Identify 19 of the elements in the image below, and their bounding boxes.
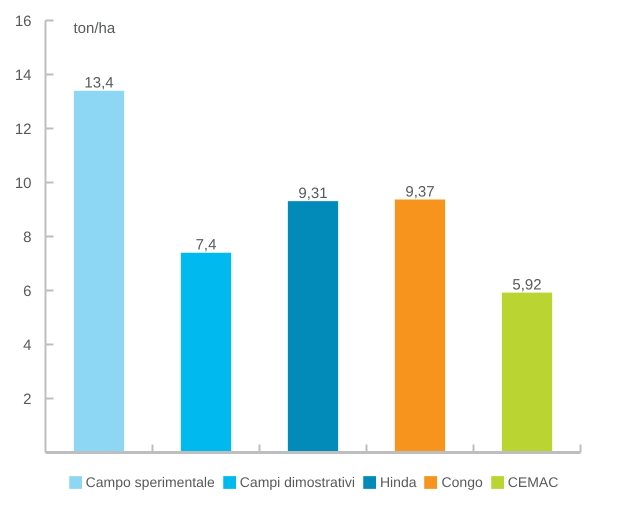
y-tick-label: 12 [14, 121, 32, 138]
y-tick-label: 14 [14, 67, 32, 84]
legend-label: CEMAC [508, 474, 558, 490]
data-label: 9,37 [405, 184, 435, 201]
legend-label: Hinda [380, 474, 417, 490]
data-label: 9,31 [298, 185, 328, 202]
y-tick-label: 16 [14, 13, 32, 30]
data-label: 7,4 [196, 236, 216, 254]
y-tick-label: 8 [23, 229, 32, 246]
y-tick-label: 10 [14, 175, 32, 192]
y-tick-label: 4 [23, 337, 32, 354]
legend-label: Congo [442, 474, 483, 490]
data-label: 13,4 [84, 74, 114, 92]
y-tick-label: 6 [23, 283, 32, 300]
data-label: 5,92 [512, 276, 542, 294]
y-tick-label: 2 [23, 391, 32, 408]
legend-label: Campo sperimentale [86, 474, 215, 490]
legend-label: Campi dimostrativi [240, 474, 355, 490]
y-axis-title: ton/ha [74, 20, 116, 37]
